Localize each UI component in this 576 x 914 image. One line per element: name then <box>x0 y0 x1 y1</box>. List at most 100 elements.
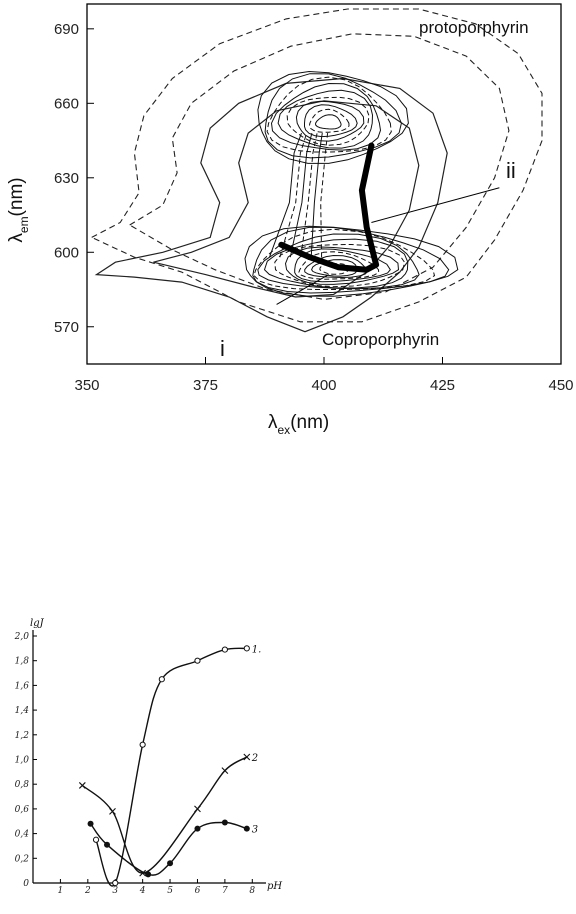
point-cross <box>78 782 86 789</box>
series-line <box>81 756 248 874</box>
point-filled <box>194 825 201 832</box>
x-tick-label: 3 <box>112 886 118 896</box>
point-filled <box>87 820 94 827</box>
contour-ring <box>252 226 450 294</box>
y-tick-label: 1,4 <box>15 706 30 716</box>
x-tick-label: 1 <box>58 886 64 896</box>
x-tick-label: 7 <box>222 886 228 896</box>
contour-ring <box>264 73 402 159</box>
point-open <box>92 836 100 843</box>
leader-line <box>371 187 500 223</box>
line-chart: 00,20,40,60,81,01,21,41,61,82,01 2 3 4 5 6 7 8 … <box>14 618 283 896</box>
contour-band <box>279 132 308 258</box>
contour-lines <box>90 8 543 333</box>
contour-band <box>320 133 329 258</box>
series-group: 1.23 <box>78 644 262 887</box>
label-protoporphyrin: protoporphyrin <box>419 18 529 37</box>
contour-solid <box>94 77 448 333</box>
contour-ring <box>304 254 368 279</box>
x-tick-label: 400 <box>311 377 336 394</box>
y-axis-title: lgJ <box>30 618 45 629</box>
leader-line <box>276 274 329 305</box>
contour-ring <box>294 248 391 283</box>
y-tick-label: 0 <box>23 879 29 889</box>
x-tick-label: 4 <box>139 886 146 896</box>
contour-ring <box>257 233 420 290</box>
label-coproporphyrin: Coproporphyrin <box>322 330 439 349</box>
point-open <box>112 879 119 887</box>
y-tick-label: 0,2 <box>15 854 30 864</box>
label-ii: ii <box>506 158 516 183</box>
point-filled <box>167 860 174 867</box>
y-tick-label: 570 <box>54 319 79 336</box>
contour-ring <box>311 259 358 277</box>
x-axis-title: λex(nm) <box>268 412 329 437</box>
point-open <box>139 741 146 748</box>
series-label: 1. <box>252 644 262 655</box>
contour-band <box>300 132 318 258</box>
contour-dashed <box>128 33 510 300</box>
point-open <box>194 657 201 664</box>
x-tick-label: 2 <box>84 886 91 896</box>
y-tick-label: 1,6 <box>15 681 30 691</box>
y-tick-label: 630 <box>54 170 79 187</box>
contour-band <box>269 132 302 258</box>
point-filled <box>145 871 152 878</box>
contour-ring <box>277 89 374 149</box>
point-cross <box>221 767 229 775</box>
point-cross <box>243 753 251 761</box>
x-tick-label: 6 <box>195 886 201 896</box>
contour-ring <box>274 243 406 288</box>
contour-ring <box>257 70 409 164</box>
contour-ring <box>266 76 392 153</box>
contour-ring <box>244 225 459 297</box>
point-filled <box>221 819 228 826</box>
x-tick-label: 450 <box>548 377 573 394</box>
contour-dashed <box>90 8 543 323</box>
y-tick-label: 1,0 <box>15 756 30 766</box>
point-open <box>243 645 250 652</box>
y-tick-label: 660 <box>54 95 79 112</box>
ridge-line <box>278 142 380 273</box>
series-line <box>95 647 247 887</box>
series-label: 2 <box>251 753 258 764</box>
contour-ring <box>308 108 350 133</box>
y-tick-label: 1,2 <box>15 731 30 741</box>
point-cross <box>109 807 116 815</box>
point-open <box>221 646 228 653</box>
x-tick-label: 8 <box>249 886 255 896</box>
x-tick-label: 375 <box>193 377 218 394</box>
contour-chart: 350 375 400 425 450 570 600 630 660 690 protoporp… <box>6 3 574 437</box>
contour-ring <box>286 96 370 146</box>
x-tick-label: 425 <box>430 377 455 394</box>
point-filled <box>104 841 111 848</box>
contour-ring <box>284 246 400 285</box>
y-tick-label: 0,8 <box>15 780 30 790</box>
point-open <box>158 676 165 683</box>
contour-ring <box>263 238 409 289</box>
y-axis-title: λem(nm) <box>6 177 31 242</box>
contour-ring <box>315 114 342 130</box>
axes: 0 0,2 0,4 0,6 0,8 1,0 1,2 1,4 1,6 1,8 2,0 1 2 3 4 5 6 7 8 <box>14 630 266 896</box>
point-filled <box>243 825 250 832</box>
contour-ring <box>298 251 380 280</box>
contour-ring <box>304 104 358 138</box>
ridge-path <box>276 142 500 305</box>
series-label: 3 <box>252 825 258 836</box>
contour-ring <box>270 82 382 151</box>
point-cross <box>194 805 201 813</box>
contour-ring <box>253 228 436 290</box>
y-tick-label: 0,4 <box>15 830 30 840</box>
contour-solid <box>153 100 420 298</box>
x-axis-title: pH <box>267 881 282 892</box>
label-i: i <box>220 336 225 361</box>
y-tick-label: 1,8 <box>15 657 30 667</box>
x-tick-label: 350 <box>74 377 99 394</box>
contour-ring <box>319 263 350 275</box>
contour-band <box>310 133 323 258</box>
y-tick-label: 690 <box>54 21 79 38</box>
plot-frame <box>86 3 562 365</box>
y-tick-label: 2,0 <box>14 632 30 642</box>
x-tick-label: 5 <box>167 886 173 896</box>
y-tick-label: 600 <box>54 244 79 261</box>
